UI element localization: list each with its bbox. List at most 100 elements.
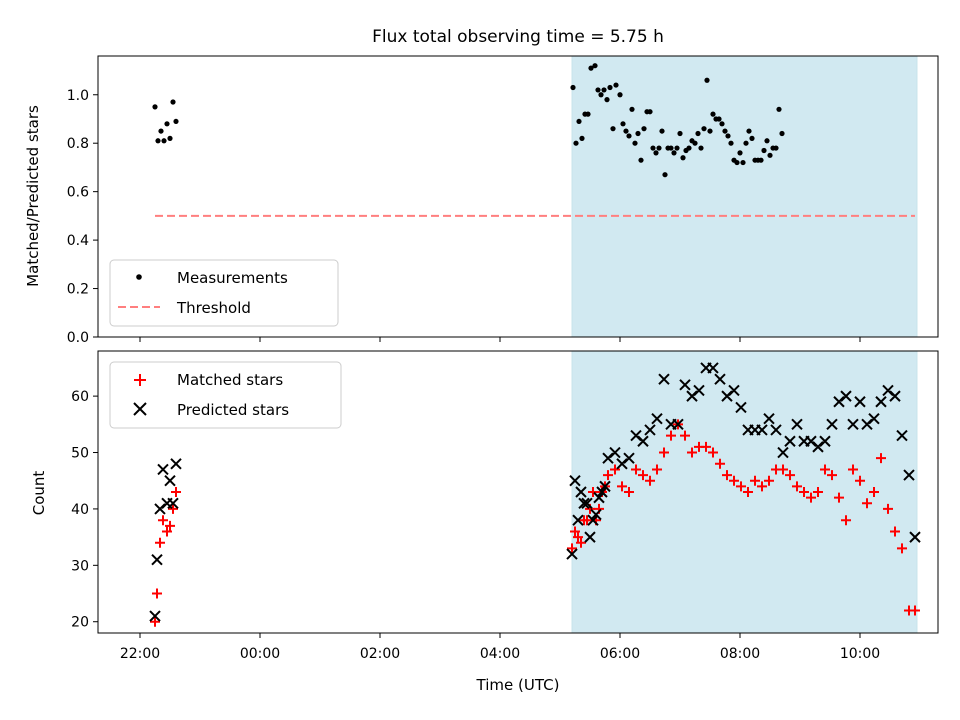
measurement-point	[626, 133, 632, 139]
measurement-point	[746, 128, 752, 134]
matched-star-point	[883, 503, 893, 514]
legend-predicted-marker	[133, 402, 147, 416]
predicted-star-point	[889, 390, 901, 402]
measurement-point	[728, 140, 734, 146]
predicted-star-point	[623, 452, 635, 464]
predicted-star-point	[644, 424, 656, 436]
measurement-point	[164, 121, 170, 127]
matched-star-point	[897, 543, 907, 554]
matched-star-point	[736, 481, 746, 492]
matched-star-point	[834, 492, 844, 503]
legend-predicted-label: Predicted stars	[177, 401, 289, 419]
measurement-point	[773, 145, 779, 151]
measurement-point	[662, 172, 668, 178]
predicted-star-point	[157, 463, 169, 476]
matched-star-point	[799, 487, 809, 497]
measurement-point	[722, 128, 728, 134]
y-tick-label: 40	[71, 502, 89, 518]
matched-star-point	[806, 492, 816, 503]
measurement-point	[677, 130, 683, 137]
measurement-point	[737, 150, 743, 156]
legend-matched-label: Matched stars	[177, 371, 283, 389]
matched-star-point	[645, 475, 655, 486]
matched-star-point	[573, 532, 583, 543]
measurement-point	[740, 159, 746, 166]
predicted-star-point	[569, 475, 581, 487]
bottom-panel: 20 30 40 50 60 22:00 00:00 02:00 04:00 06:00 08:0…	[30, 350, 939, 694]
predicted-star-point	[770, 424, 782, 436]
measurement-point	[674, 145, 680, 151]
measurement-point	[161, 138, 167, 144]
matched-star-point	[168, 503, 178, 514]
measurement-point	[152, 104, 158, 110]
measurement-point	[779, 130, 785, 137]
predicted-star-point	[693, 384, 705, 397]
matched-star-point	[813, 487, 823, 497]
measurement-point	[668, 145, 674, 151]
matched-star-point	[757, 481, 767, 492]
y-tick-label: 0.0	[67, 330, 89, 346]
matched-star-point	[778, 464, 788, 475]
predicted-star-point	[609, 446, 621, 459]
measurement-point	[601, 87, 607, 93]
predicted-star-point	[714, 373, 726, 385]
predicted-star-point	[672, 418, 684, 431]
predicted-star-point	[707, 362, 719, 374]
x-axis-label: Time (UTC)	[476, 676, 560, 694]
top-panel: 0.0 0.2 0.4 0.6 0.8 1.0 Matched/Predicted sta…	[24, 55, 939, 346]
x-tick-label: 00:00	[240, 646, 280, 662]
measurement-point	[579, 135, 585, 141]
matched-star-point	[750, 475, 760, 486]
predicted-star-point	[581, 497, 593, 509]
predicted-star-point	[903, 469, 915, 481]
matched-star-point	[150, 616, 160, 627]
predicted-star-point	[728, 384, 740, 397]
measurement-point	[701, 126, 707, 132]
matched-star-point	[165, 520, 175, 531]
measurement-point	[695, 130, 701, 137]
predicted-star-point	[875, 396, 887, 408]
measurement-point	[671, 150, 677, 156]
matched-star-point	[567, 543, 577, 554]
measurement-point	[707, 128, 713, 134]
matched-star-point	[588, 487, 598, 497]
matched-star-point	[855, 475, 865, 486]
matched-star-point	[666, 430, 676, 441]
measurement-point	[710, 111, 716, 117]
measurement-point	[743, 140, 749, 146]
x-tick-label: 10:00	[840, 646, 880, 662]
measurement-point	[686, 145, 692, 151]
matched-star-point	[155, 537, 165, 548]
legend-measurements-label: Measurements	[177, 269, 288, 287]
predicted-star-point	[149, 610, 161, 622]
matched-star-point	[722, 470, 732, 481]
measurement-point	[704, 77, 710, 83]
predicted-star-point	[637, 435, 649, 447]
measurement-point	[776, 106, 782, 112]
measurement-point	[734, 159, 740, 166]
y-tick-label: 1.0	[67, 88, 89, 104]
predicted-star-point	[896, 429, 908, 442]
matched-star-point	[617, 481, 627, 492]
predicted-star-point	[151, 553, 163, 566]
predicted-star-point	[735, 401, 747, 414]
measurement-point	[680, 155, 686, 161]
y-tick-label: 0.2	[67, 282, 89, 298]
y-tick-label: 50	[71, 446, 89, 462]
bottom-y-label: Count	[30, 471, 48, 516]
predicted-star-point	[658, 373, 670, 385]
measurement-point	[719, 121, 725, 127]
measurement-point	[692, 140, 698, 146]
legend-matched-marker	[134, 374, 146, 386]
measurement-point	[570, 84, 576, 91]
measurement-point	[629, 106, 635, 112]
matched-star-point	[680, 430, 690, 441]
x-tick-label: 22:00	[120, 646, 160, 662]
y-tick-label: 20	[71, 615, 89, 631]
matched-star-point	[890, 526, 900, 537]
predicted-star-point	[167, 497, 179, 509]
measurement-point	[170, 99, 176, 105]
matched-star-point	[701, 441, 711, 452]
matched-star-point	[570, 526, 580, 537]
